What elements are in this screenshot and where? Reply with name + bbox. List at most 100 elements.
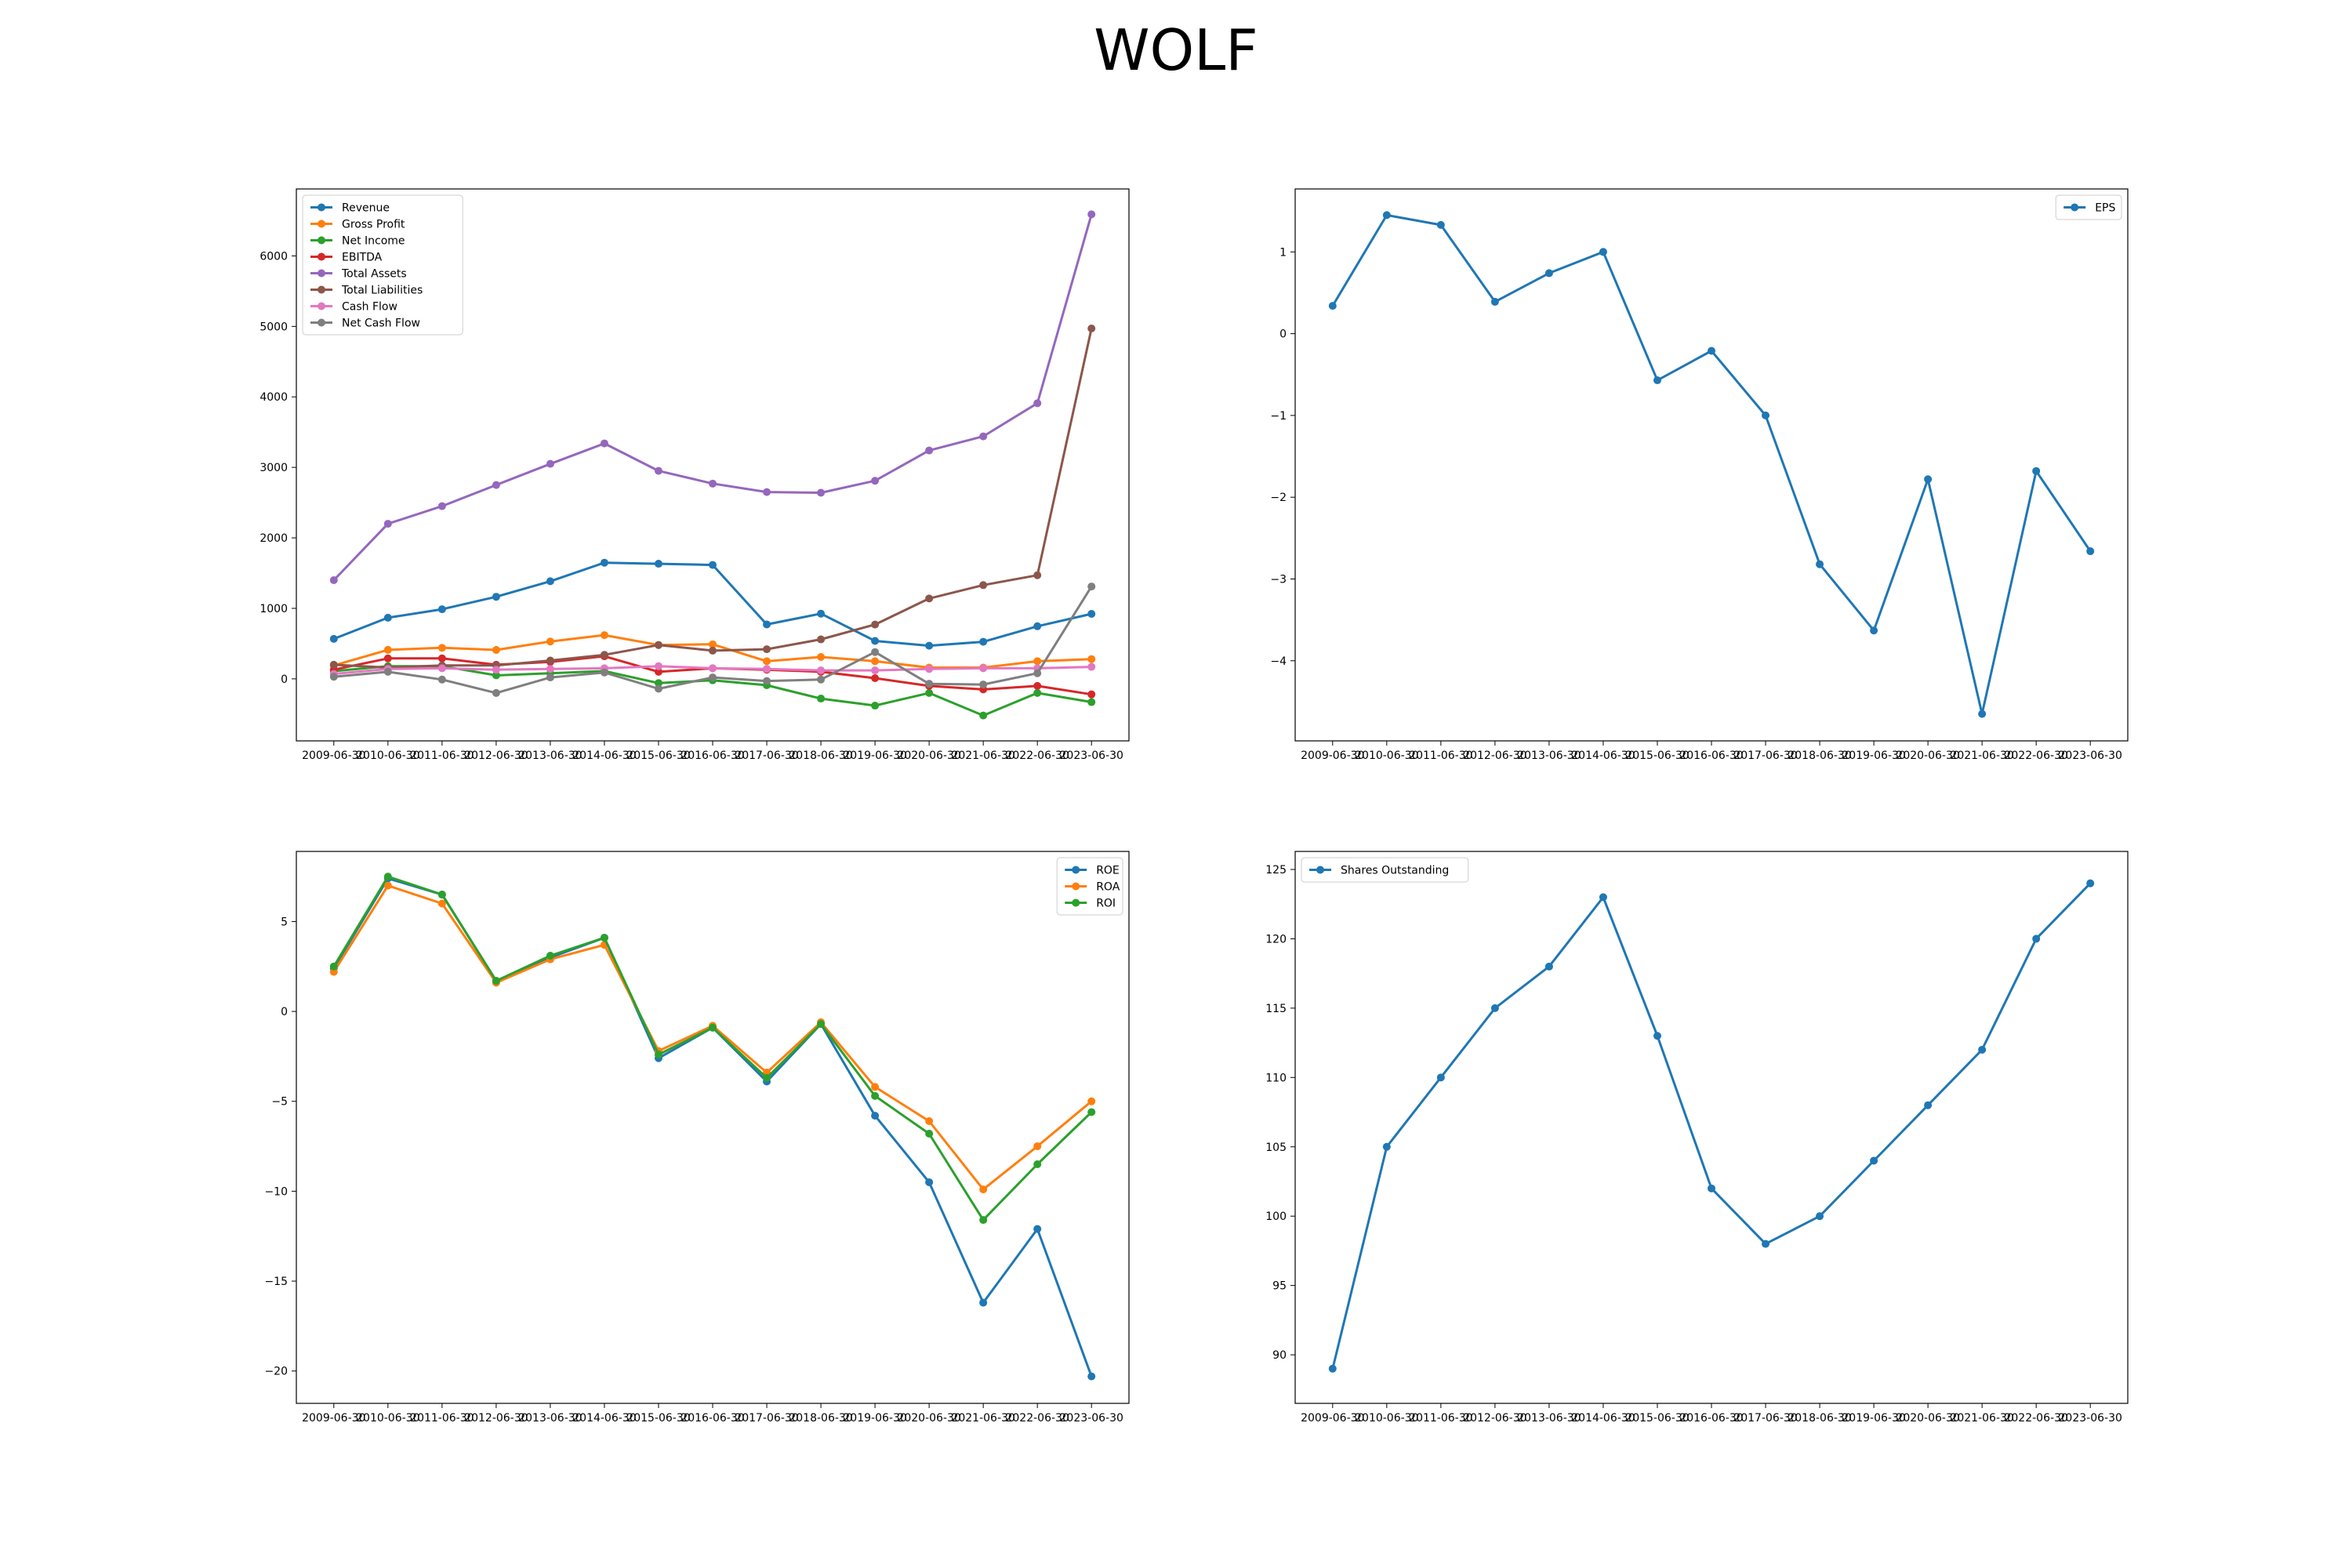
- x-tick-label: 2023-06-30: [2059, 750, 2122, 762]
- x-tick-label: 2010-06-30: [356, 1412, 419, 1425]
- data-point: [600, 439, 608, 448]
- x-tick-label: 2022-06-30: [1005, 1412, 1069, 1425]
- data-point: [1599, 893, 1607, 902]
- legend-marker: [318, 269, 325, 278]
- data-point: [817, 635, 826, 644]
- data-point: [1870, 626, 1878, 635]
- y-tick-label: 2000: [260, 532, 288, 545]
- axes-frame: [1294, 188, 2129, 742]
- series-shares-outstanding: [1328, 879, 2095, 1373]
- data-point: [763, 665, 771, 673]
- x-tick-label: 2011-06-30: [1409, 750, 1472, 762]
- data-point: [979, 664, 988, 673]
- data-point: [1087, 655, 1096, 663]
- data-point: [979, 637, 988, 646]
- legend-marker: [1072, 866, 1080, 874]
- data-point: [1328, 1364, 1337, 1373]
- data-point: [871, 477, 880, 485]
- data-point: [437, 891, 446, 899]
- subplot-1: 2009-06-302010-06-302011-06-302012-06-30…: [260, 188, 1130, 762]
- x-tick-label: 2014-06-30: [572, 1412, 636, 1425]
- data-point: [654, 667, 662, 676]
- data-point: [546, 656, 554, 665]
- legend-marker: [318, 285, 325, 294]
- data-point: [492, 666, 500, 674]
- y-tick-label: 3000: [260, 462, 288, 474]
- data-point: [329, 967, 338, 976]
- x-tick-label: 2013-06-30: [1517, 1412, 1581, 1425]
- data-point: [925, 1178, 934, 1186]
- data-point: [654, 684, 662, 693]
- data-point: [871, 620, 880, 629]
- data-point: [1762, 1240, 1770, 1248]
- data-point: [1033, 681, 1042, 690]
- data-point: [1544, 962, 1553, 971]
- data-point: [546, 577, 554, 586]
- data-point: [1382, 211, 1391, 220]
- x-tick-label: 2021-06-30: [951, 750, 1014, 762]
- data-point: [817, 666, 826, 675]
- data-point: [925, 641, 934, 650]
- legend-marker: [2071, 203, 2079, 212]
- data-point: [492, 481, 500, 489]
- data-point: [1978, 710, 1987, 718]
- data-point: [546, 673, 554, 682]
- series-total-liabilities: [329, 325, 1096, 672]
- data-point: [925, 680, 934, 688]
- data-point: [2086, 879, 2095, 887]
- data-point: [492, 593, 500, 601]
- data-point: [383, 667, 392, 676]
- x-tick-label: 2012-06-30: [1463, 750, 1526, 762]
- legend: Shares Outstanding: [1301, 857, 1469, 883]
- data-point: [1087, 583, 1096, 591]
- data-point: [763, 677, 771, 685]
- legend-label: EPS: [2095, 202, 2115, 215]
- subplot-3: 2009-06-302010-06-302011-06-302012-06-30…: [264, 851, 1130, 1425]
- data-point: [600, 631, 608, 640]
- data-point: [383, 520, 392, 528]
- data-point: [1436, 1073, 1445, 1082]
- data-point: [1087, 698, 1096, 706]
- x-tick-label: 2009-06-30: [302, 1412, 365, 1425]
- legend-marker: [318, 318, 325, 327]
- data-point: [1087, 210, 1096, 219]
- data-point: [817, 488, 826, 497]
- data-point: [763, 488, 771, 496]
- data-point: [1033, 669, 1042, 677]
- data-point: [600, 668, 608, 677]
- legend-label: Gross Profit: [342, 219, 405, 231]
- y-tick-label: 0: [281, 1006, 288, 1018]
- data-point: [329, 673, 338, 681]
- legend-marker: [1316, 866, 1324, 874]
- x-tick-label: 2016-06-30: [1679, 750, 1743, 762]
- x-tick-label: 2016-06-30: [1679, 1412, 1743, 1425]
- x-tick-label: 2017-06-30: [735, 750, 798, 762]
- x-tick-label: 2021-06-30: [1950, 1412, 2013, 1425]
- x-tick-label: 2017-06-30: [1733, 750, 1797, 762]
- data-point: [654, 662, 662, 670]
- legend-label: EBITDA: [342, 252, 383, 264]
- data-point: [437, 502, 446, 510]
- x-tick-label: 2019-06-30: [843, 1412, 906, 1425]
- data-point: [817, 1020, 826, 1029]
- series-net-cash-flow: [329, 583, 1096, 697]
- legend-label: ROA: [1096, 881, 1120, 894]
- x-tick-label: 2013-06-30: [1517, 750, 1581, 762]
- data-point: [1087, 1372, 1096, 1381]
- legend-label: Revenue: [342, 202, 390, 215]
- data-point: [925, 688, 934, 697]
- series-line: [1331, 213, 2092, 716]
- y-tick-label: 5000: [260, 321, 288, 333]
- x-tick-label: 2011-06-30: [1409, 1412, 1472, 1425]
- data-point: [979, 581, 988, 590]
- data-point: [492, 671, 500, 680]
- series-line: [333, 561, 1092, 648]
- y-tick-label: −4: [1270, 655, 1287, 668]
- data-point: [709, 673, 717, 682]
- x-tick-label: 2013-06-30: [518, 750, 582, 762]
- data-point: [1033, 622, 1042, 630]
- data-point: [329, 962, 338, 971]
- x-tick-label: 2020-06-30: [1896, 750, 1959, 762]
- data-point: [383, 613, 392, 622]
